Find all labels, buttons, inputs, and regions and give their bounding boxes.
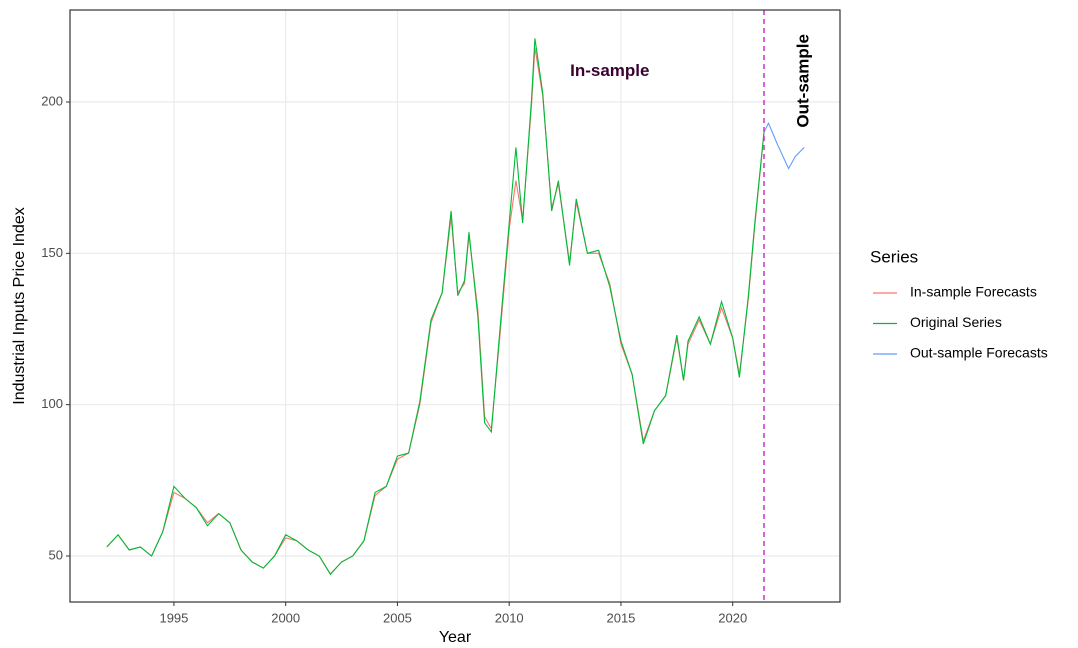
x-tick-label: 2020 — [718, 610, 747, 625]
annotation: Out-sample — [794, 34, 813, 128]
legend-label: In-sample Forecasts — [910, 284, 1037, 300]
x-tick-label: 2000 — [271, 610, 300, 625]
panel-border — [69, 9, 841, 603]
annotation: In-sample — [570, 61, 649, 80]
x-tick-label: 2015 — [606, 610, 635, 625]
legend-label: Out-sample Forecasts — [910, 345, 1048, 361]
y-axis-title: Industrial Inputs Price Index — [11, 207, 28, 404]
x-tick-label: 1995 — [159, 610, 188, 625]
series-line — [763, 121, 805, 170]
series-line — [106, 38, 765, 576]
y-tick-label: 150 — [41, 245, 63, 260]
legend-title: Series — [870, 247, 918, 266]
y-tick-label: 200 — [41, 93, 63, 108]
x-axis-title: Year — [439, 629, 472, 646]
legend-label: Original Series — [910, 314, 1002, 330]
x-tick-label: 2010 — [495, 610, 524, 625]
y-tick-label: 50 — [49, 547, 63, 562]
x-tick-label: 2005 — [383, 610, 412, 625]
y-tick-label: 100 — [41, 396, 63, 411]
